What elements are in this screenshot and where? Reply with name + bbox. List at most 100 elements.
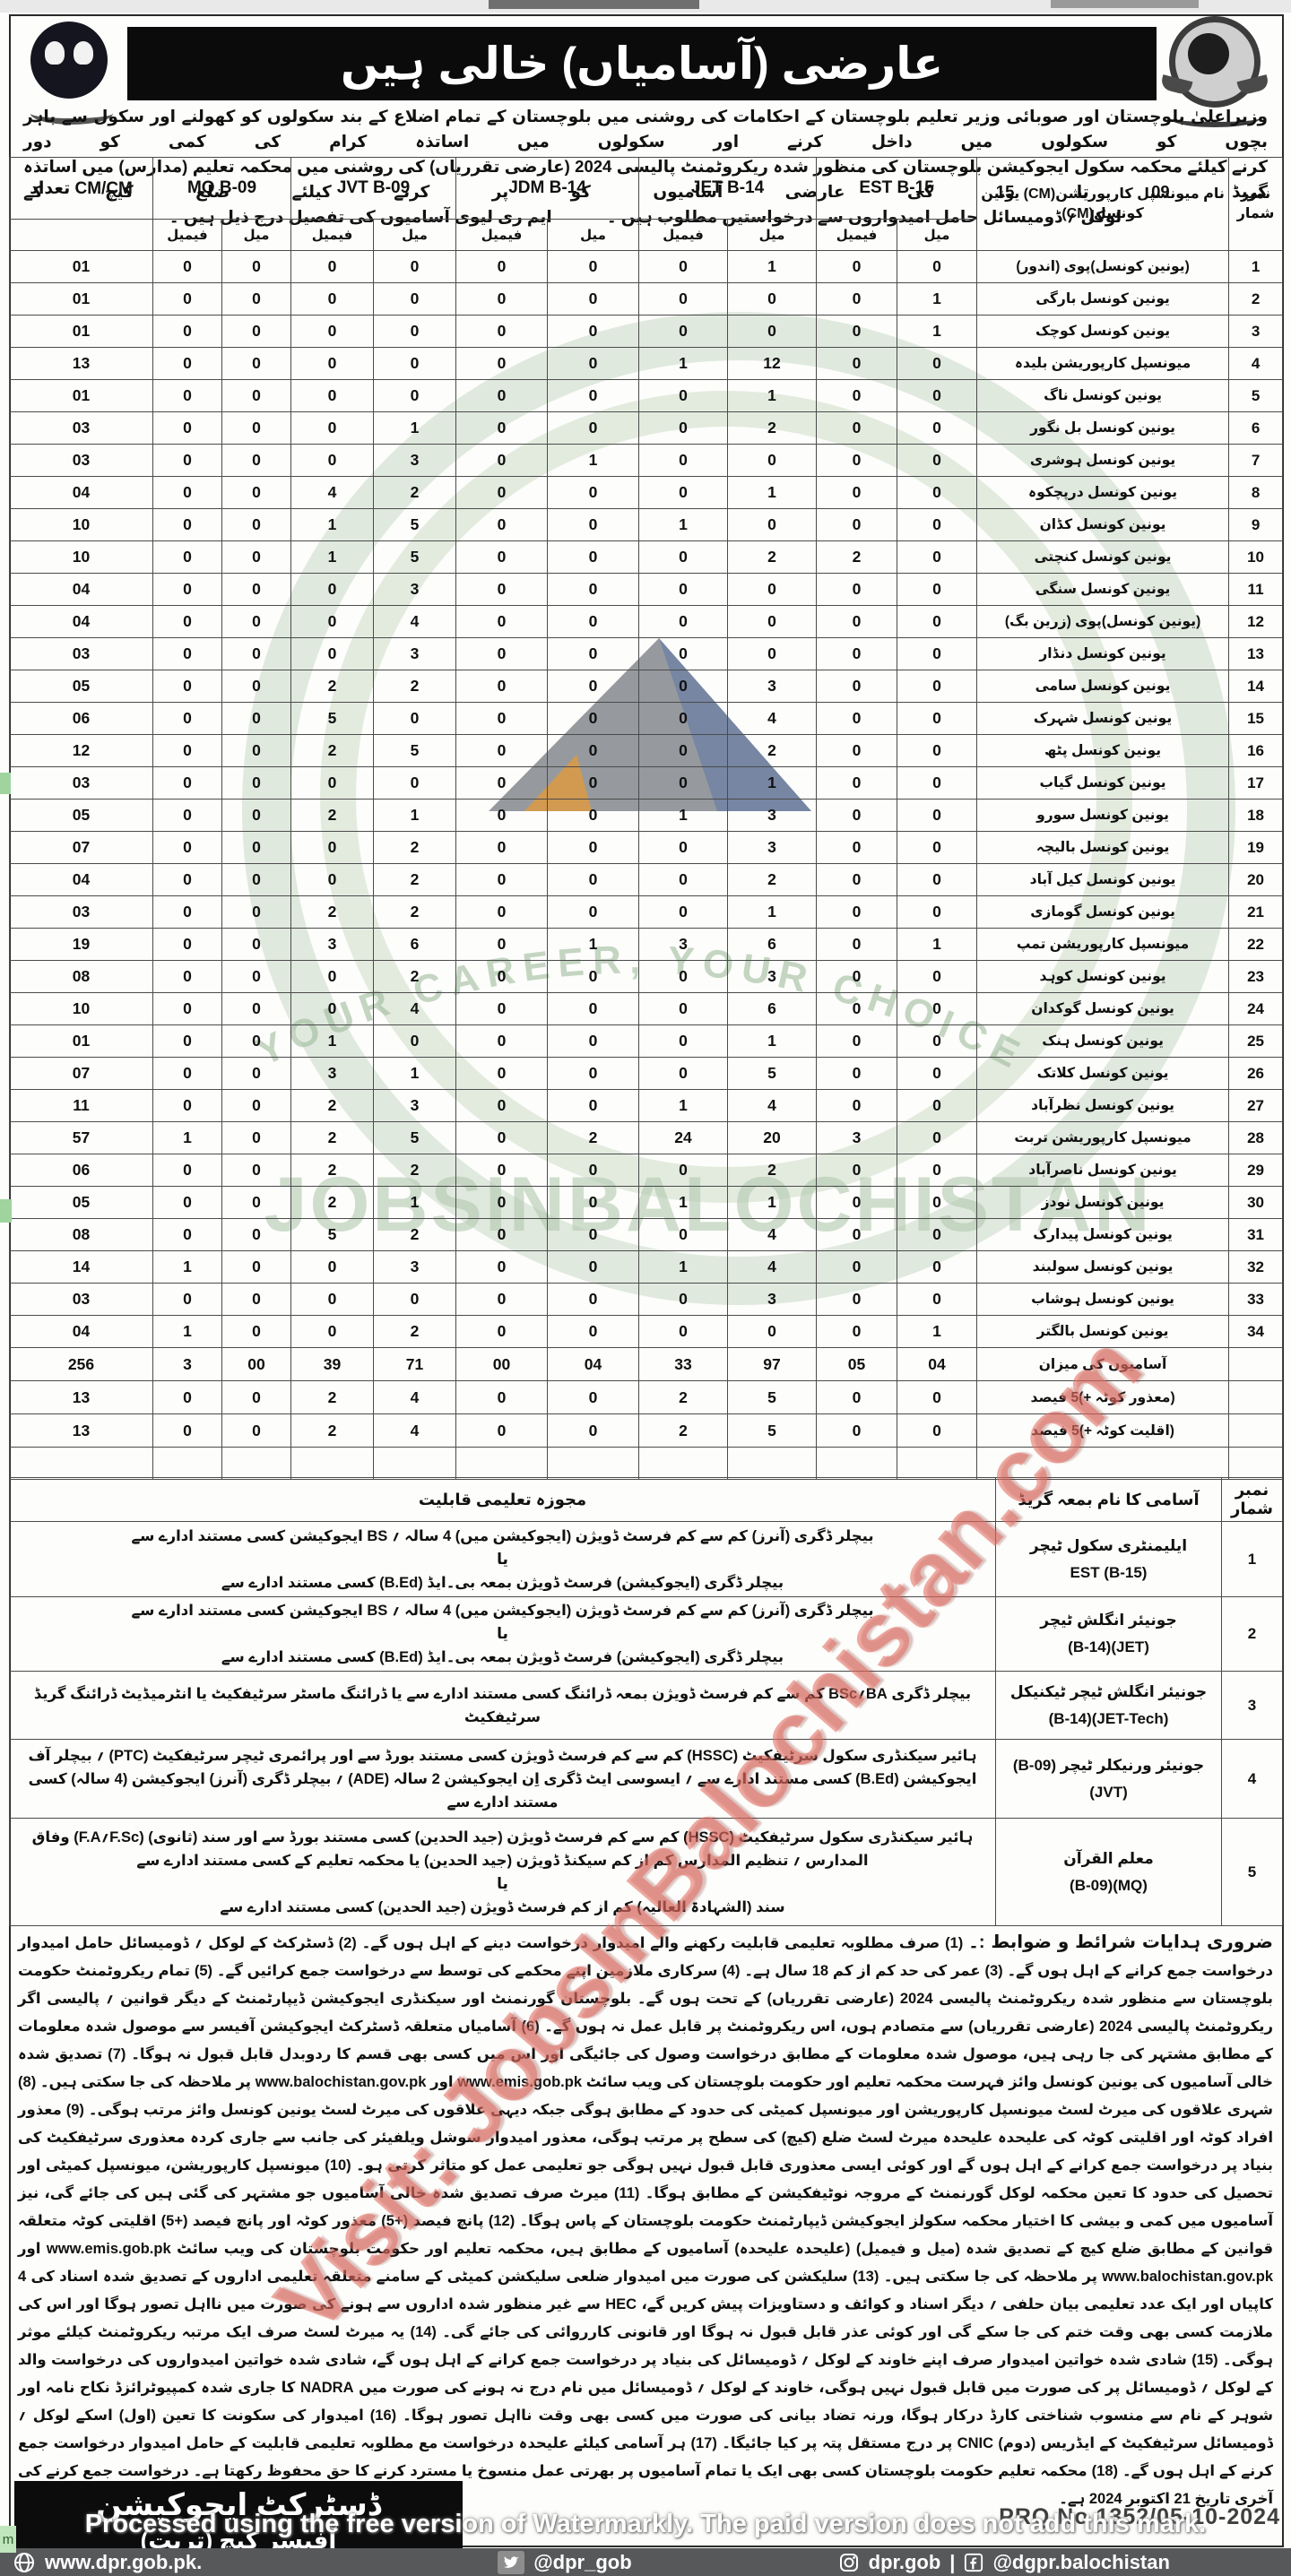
cell-count: 2	[373, 1218, 457, 1251]
cell-count: 3	[816, 1121, 898, 1154]
instagram-link[interactable]: dpr.gob	[838, 2550, 941, 2574]
cell-council-name: یونین کونسل درپچکوہ	[976, 476, 1230, 509]
cell-count: 3	[727, 1283, 818, 1316]
cell-count: 0	[638, 282, 729, 316]
twitter-link[interactable]: @dpr_gob	[498, 2550, 632, 2574]
cell-count: 1	[373, 799, 457, 832]
cell-count: 5	[290, 1218, 375, 1251]
cell-count: 0	[816, 960, 898, 993]
cell-total: 05	[9, 670, 153, 703]
cell-total: 13	[9, 1380, 153, 1414]
table-row: 04 1 0 0 2 0 0 0 0 0 1 یونین کونسل بالگتر 34	[9, 1315, 1284, 1348]
cell-total: 04	[9, 605, 153, 638]
cell-count: 0	[547, 282, 640, 316]
cell-count: 0	[455, 992, 549, 1025]
cell-council-name: میونسپل کارپوریشن تمپ	[976, 928, 1230, 961]
cell-count: 0	[152, 508, 222, 541]
cell-count: 0	[547, 831, 640, 864]
cell-count: 0	[152, 1283, 222, 1316]
watermark-corner-mark: m	[0, 2526, 16, 2553]
cell-count: 0	[547, 1315, 640, 1348]
instagram-handle[interactable]: dpr.gob	[868, 2550, 941, 2573]
cell-qualification: ہائیر سیکنڈری سکول سرٹیفکیٹ (HSSC) کم سے…	[9, 1739, 996, 1819]
cell-count: 0	[455, 1024, 549, 1058]
cell-count: 6	[727, 928, 818, 961]
cell-total: 10	[9, 508, 153, 541]
cell-count: 0	[638, 637, 729, 670]
empty-cell	[9, 1447, 153, 1480]
cell-count: 0	[455, 1250, 549, 1284]
table-row: 06 0 0 5 0 0 0 0 4 0 0 یونین کونسل شہرک 15	[9, 702, 1284, 735]
qualification-line: بیچلر ڈگری BA؍BSc کم سے کم فرسٹ ڈویژن بم…	[33, 1685, 972, 1725]
subheader-female: فیمیل	[638, 219, 729, 251]
cell-serial: 26	[1228, 1057, 1284, 1090]
cell-count: 0	[455, 444, 549, 477]
cell-count: 1	[290, 1024, 375, 1058]
cell-count: 0	[455, 540, 549, 574]
cell-count: 0	[455, 1121, 549, 1154]
cell-post-name: جونیئر ورنیکلر ٹیچر (B-09) (JVT)	[995, 1739, 1222, 1819]
cell-count: 0	[816, 799, 898, 832]
cell-serial: 8	[1228, 476, 1284, 509]
cell-count: 0	[816, 895, 898, 929]
facebook-handle[interactable]: @dgpr.balochistan	[992, 2550, 1170, 2573]
intro-line-1: وزیراعلیٰ بلوچستان اور صوبائی وزیر تعلیم…	[23, 107, 1268, 151]
subheader-male: میل	[727, 219, 818, 251]
cell-count: 1	[897, 1315, 978, 1348]
cell-count: 0	[816, 831, 898, 864]
cell-count: 0	[897, 379, 978, 412]
qualification-line: سند (الشہادۃ العالیہ) کم از کم فرسٹ ڈویژ…	[220, 1898, 785, 1915]
cell-count: 0	[897, 605, 978, 638]
cell-count: 0	[455, 379, 549, 412]
cell-count: 0	[816, 863, 898, 896]
cell-count: 0	[455, 282, 549, 316]
website-link[interactable]: www.dpr.gob.pk.	[13, 2551, 202, 2574]
cell-qualification: ہائیر سیکنڈری سکول سرٹیفکیٹ (HSSC) کم سے…	[9, 1818, 996, 1926]
cell-count: 0	[547, 895, 640, 929]
subheader-female: فیمیل	[455, 219, 549, 251]
website-url[interactable]: www.dpr.gob.pk.	[45, 2550, 203, 2573]
cell-council-name: یونین کونسل گوکدان	[976, 992, 1230, 1025]
cell-count: 0	[290, 831, 375, 864]
cell-count: 0	[816, 250, 898, 283]
cell-serial: 17	[1228, 766, 1284, 800]
cell-count: 1	[897, 315, 978, 348]
table-row: 04 0 0 0 2 0 0 0 2 0 0 یونین کونسل کیل آباد 20	[9, 863, 1284, 896]
cell-count: 0	[152, 1057, 222, 1090]
cell-count: 4	[373, 605, 457, 638]
cell-count: 0	[455, 508, 549, 541]
cell-count: 0	[638, 573, 729, 606]
cell-count: 0	[816, 315, 898, 348]
cell-count: 1	[547, 928, 640, 961]
cell-count: 3	[373, 573, 457, 606]
facebook-link[interactable]: @dgpr.balochistan	[964, 2550, 1170, 2574]
twitter-handle[interactable]: @dpr_gob	[533, 2550, 632, 2573]
cell-count: 0	[221, 992, 292, 1025]
cell-count: 3	[290, 1057, 375, 1090]
cell-count: 0	[727, 444, 818, 477]
cell-count: 1	[152, 1315, 222, 1348]
cell-count: 1	[638, 1186, 729, 1219]
col-header-post-name: آسامی کا نام بمعہ گریڈ	[995, 1477, 1222, 1522]
cell-total: 04	[9, 573, 153, 606]
empty-cell	[290, 1447, 375, 1480]
terms-body: (1) صرف مطلوبہ تعلیمی قابلیت رکھنے والے …	[18, 1935, 1274, 2507]
globe-icon	[14, 2552, 34, 2572]
cell-count: 0	[221, 1283, 292, 1316]
cell-count: 0	[816, 444, 898, 477]
cell-count: 0	[152, 863, 222, 896]
cell-count: 1	[152, 1121, 222, 1154]
cell-serial: 11	[1228, 573, 1284, 606]
cell-count: 2	[290, 670, 375, 703]
cell-count: 0	[727, 315, 818, 348]
cell-count: 2	[816, 540, 898, 574]
table-row: 01 0 0 0 0 0 0 0 1 0 0 یونین کونسل ناگ 5	[9, 379, 1284, 412]
empty-cell	[221, 1447, 292, 1480]
cell-count: 0	[638, 766, 729, 800]
cell-count: 0	[455, 250, 549, 283]
cell-count: 0	[547, 1283, 640, 1316]
cell-count: 0	[152, 379, 222, 412]
cell-count: 0	[897, 960, 978, 993]
cell-total: 05	[9, 799, 153, 832]
empty-cell	[727, 1447, 818, 1480]
